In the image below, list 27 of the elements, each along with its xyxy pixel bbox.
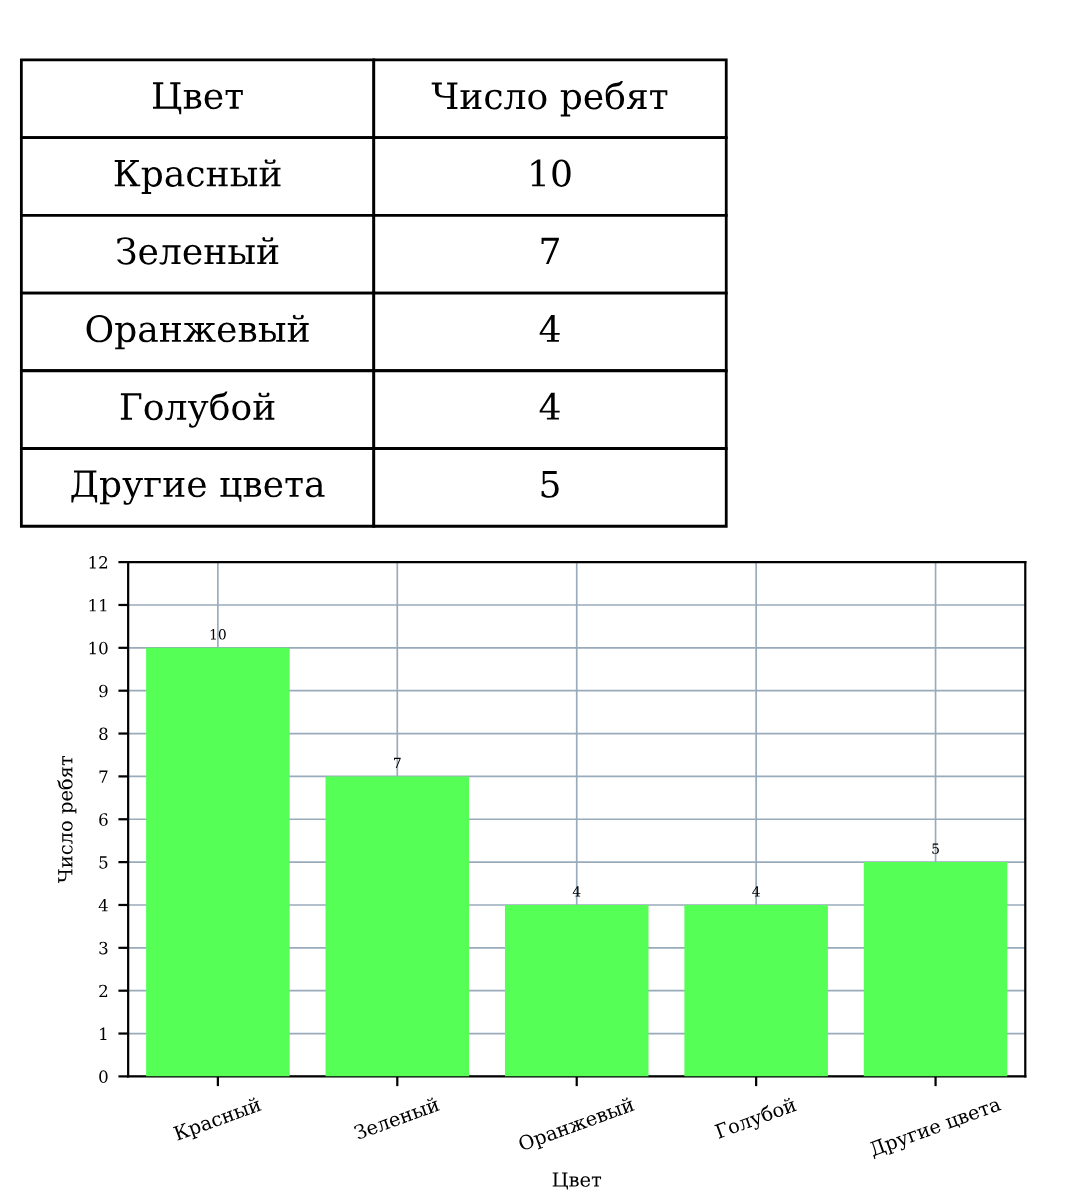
y-tick-label: 3 <box>99 941 108 955</box>
text: Цвет <box>152 82 243 115</box>
y-axis-title: Число ребят <box>57 756 77 883</box>
y-tick-label: 1 <box>100 1027 107 1040</box>
y-tick-label: 5 <box>99 856 108 869</box>
text: Число ребят <box>431 80 668 117</box>
text: 5 <box>541 471 559 498</box>
text: 7 <box>541 237 559 265</box>
y-tick-label: 2 <box>99 984 108 998</box>
y-tick-label: 11 <box>89 598 107 612</box>
text: 10 <box>531 159 571 187</box>
y-tick-label: 10 <box>89 641 108 655</box>
x-axis-title: Цвет <box>552 1172 602 1190</box>
category-label: Оранжевый <box>86 314 309 350</box>
y-tick-label: 6 <box>99 813 108 826</box>
y-tick-label: 8 <box>99 727 108 741</box>
y-tick-label: 7 <box>99 770 108 783</box>
text: 4 <box>539 315 560 342</box>
category-label: Зеленый <box>117 237 279 265</box>
y-tick-label: 0 <box>99 1070 108 1083</box>
category-label: Красный <box>114 159 281 194</box>
category-label: Другие цвета <box>71 470 325 505</box>
text: 4 <box>539 392 560 420</box>
category-label: Голубой <box>120 391 275 428</box>
y-tick-label: 12 <box>89 556 108 569</box>
y-tick-label: 4 <box>98 898 108 912</box>
y-tick-label: 9 <box>99 684 108 698</box>
